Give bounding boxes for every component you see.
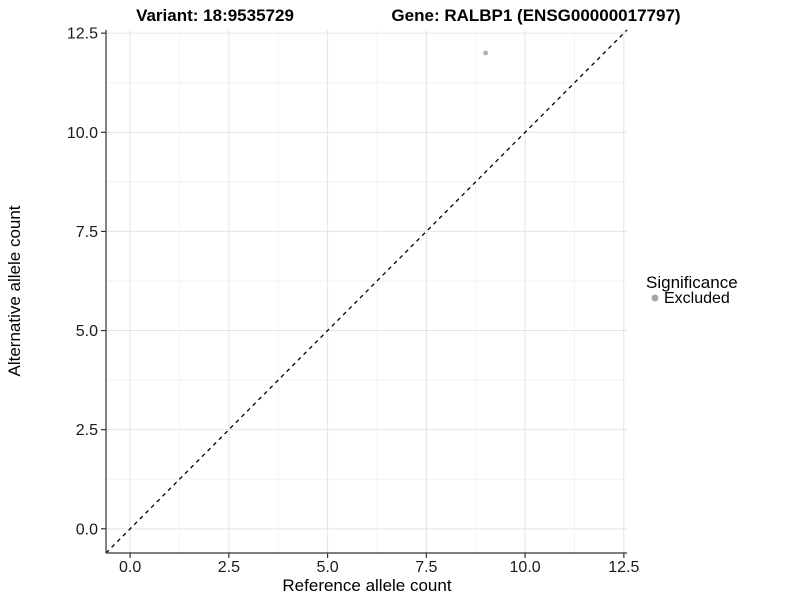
variant-title: Variant: 18:9535729 <box>136 6 294 25</box>
y-tick-label: 7.5 <box>76 224 98 241</box>
y-tick-label: 5.0 <box>76 323 98 340</box>
minor-gridlines <box>106 30 627 553</box>
x-tick-label: 0.0 <box>119 559 141 576</box>
y-tick-label: 2.5 <box>76 422 98 439</box>
x-tick-label: 10.0 <box>510 559 541 576</box>
x-tick-label: 12.5 <box>608 559 639 576</box>
data-point <box>483 50 489 56</box>
x-tick-label: 5.0 <box>316 559 338 576</box>
legend-key-dot-icon <box>651 294 659 302</box>
gene-title: Gene: RALBP1 (ENSG00000017797) <box>391 6 680 25</box>
x-tick-label: 2.5 <box>218 559 240 576</box>
legend: Significance Excluded <box>646 273 738 307</box>
legend-item-label: Excluded <box>664 290 730 307</box>
x-tick-label: 7.5 <box>415 559 437 576</box>
data-points <box>483 50 489 56</box>
y-axis-title: Alternative allele count <box>5 205 24 376</box>
y-tick-label: 0.0 <box>76 521 98 538</box>
x-axis-ticks: 0.0 2.5 5.0 7.5 10.0 12.5 <box>119 553 640 576</box>
major-gridlines <box>106 30 627 553</box>
identity-reference-line <box>105 29 628 554</box>
y-axis-ticks: 0.0 2.5 5.0 7.5 10.0 12.5 <box>67 26 106 538</box>
y-tick-label: 12.5 <box>67 26 98 43</box>
y-tick-label: 10.0 <box>67 125 98 142</box>
x-axis-title: Reference allele count <box>282 576 451 595</box>
legend-title: Significance <box>646 273 738 292</box>
